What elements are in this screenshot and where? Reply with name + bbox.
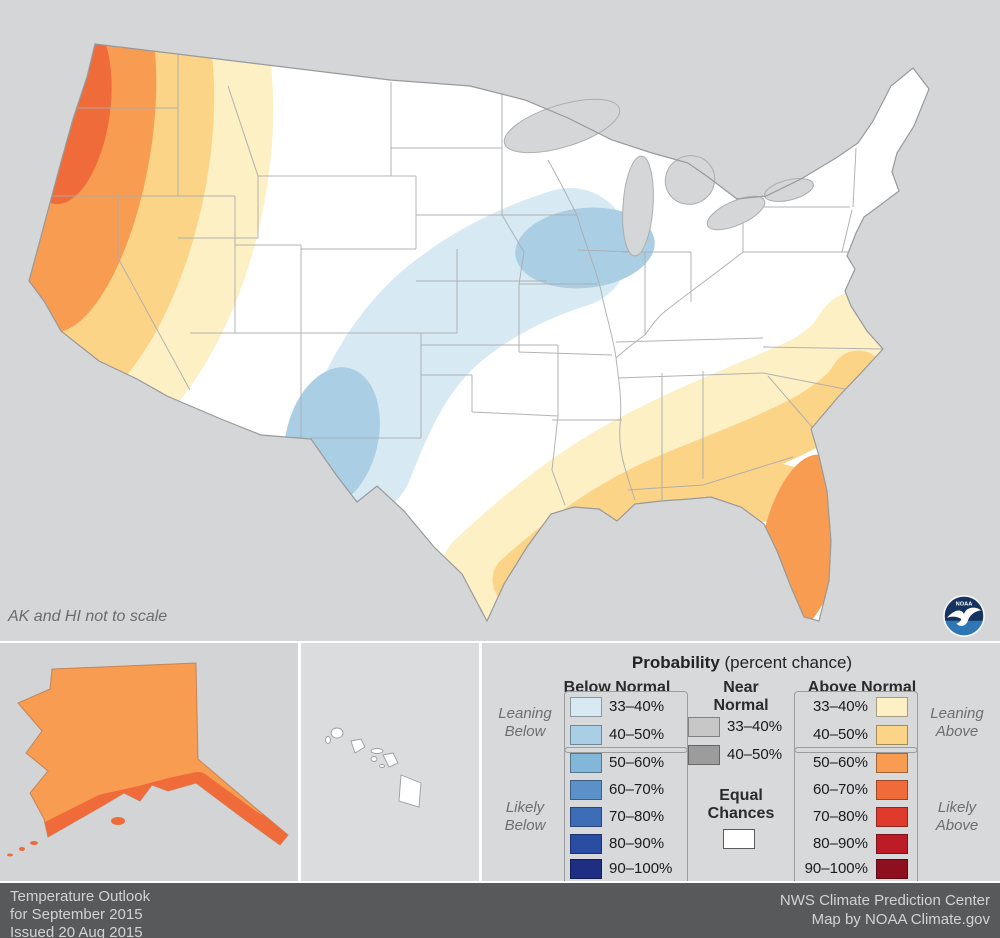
kahoolawe-island — [379, 764, 385, 768]
below-range-90-100: 90–100% — [609, 860, 673, 877]
lanai-island — [370, 756, 378, 762]
footer-issued-date: Issued 20 Aug 2015 — [10, 924, 143, 938]
footer-bar: Temperature Outlook for September 2015 I… — [0, 883, 1000, 938]
leaning-below-label: Leaning Below — [498, 705, 552, 740]
above-swatch-70-80 — [876, 807, 908, 827]
likely-above-label: Likely Above — [935, 799, 979, 834]
below-swatch-60-70 — [570, 780, 602, 800]
alaska-inset-map — [0, 643, 298, 881]
below-swatch-33-40 — [570, 697, 602, 717]
above-range-80-90: 80–90% — [812, 835, 868, 852]
above-range-90-100: 90–100% — [804, 860, 868, 877]
footer-title: Temperature Outlook — [10, 888, 151, 905]
hawaii-inset — [301, 643, 479, 881]
above-normal-header: Above Normal — [807, 679, 917, 696]
hawaii-islands-equal-chances — [325, 727, 422, 808]
noaa-logo-text: NOAA — [956, 602, 973, 608]
noaa-logo: NOAA — [943, 595, 985, 637]
kodiak-island — [111, 817, 125, 825]
us-outline — [28, 43, 930, 623]
lake-superior — [503, 98, 621, 154]
above-range-70-80: 70–80% — [812, 808, 868, 825]
oahu-island — [350, 738, 366, 754]
footer-subtitle: for September 2015 — [10, 906, 143, 923]
lake-michigan — [622, 155, 654, 257]
below-range-50-60: 50–60% — [609, 754, 665, 771]
niihau-island — [325, 736, 331, 744]
above-range-40-50: 40–50% — [812, 726, 868, 743]
below-swatch-80-90 — [570, 834, 602, 854]
below-range-80-90: 80–90% — [609, 835, 665, 852]
alaska-inset — [0, 643, 298, 881]
conus-map-panel: AK and HI not to scale NOAA — [0, 0, 1000, 641]
state-borders — [52, 55, 885, 506]
hawaii-big-island — [398, 774, 422, 808]
below-swatch-40-50 — [570, 725, 602, 745]
noaa-gull-icon — [946, 607, 982, 626]
maui-island — [382, 752, 399, 768]
below-range-70-80: 70–80% — [609, 808, 665, 825]
legend-title-bold: Probability — [631, 653, 720, 672]
above-range-60-70: 60–70% — [812, 781, 868, 798]
above-swatch-50-60 — [876, 753, 908, 773]
below-normal-header: Below Normal — [563, 679, 671, 696]
below-range-60-70: 60–70% — [609, 781, 665, 798]
near-range-40-50: 40–50% — [727, 746, 783, 763]
lake-erie — [706, 195, 766, 231]
below-swatch-50-60 — [570, 753, 602, 773]
above-swatch-60-70 — [876, 780, 908, 800]
legend-title: Probability (percent chance) — [542, 653, 942, 673]
likely-below-label: Likely Below — [504, 799, 546, 834]
legend: Probability (percent chance) Below Norma… — [482, 643, 1000, 881]
legend-title-suffix: (percent chance) — [719, 653, 853, 672]
near-normal-header: Near Normal — [713, 679, 769, 714]
aleutian-islands — [7, 817, 125, 857]
scale-note: AK and HI not to scale — [8, 608, 168, 625]
conus-map — [0, 0, 1000, 641]
molokai-island — [370, 748, 384, 754]
hawaii-inset-map — [301, 643, 479, 881]
footer-title-block: Temperature Outlook for September 2015 I… — [10, 888, 150, 938]
below-swatch-70-80 — [570, 807, 602, 827]
near-swatch-33-40 — [688, 717, 720, 737]
equal-chances-swatch — [723, 829, 755, 849]
above-swatch-80-90 — [876, 834, 908, 854]
footer-agency: NWS Climate Prediction Center — [779, 892, 990, 909]
above-swatch-40-50 — [876, 725, 908, 745]
region-below-40-50-upper-midwest — [515, 207, 655, 289]
near-swatch-40-50 — [688, 745, 720, 765]
above-range-50-60: 50–60% — [812, 754, 868, 771]
footer-credit: Map by NOAA Climate.gov — [811, 911, 990, 928]
above-swatch-33-40 — [876, 697, 908, 717]
equal-chances-label: Equal Chances — [707, 787, 775, 822]
leaning-above-label: Leaning Above — [930, 705, 984, 740]
great-lakes — [503, 98, 814, 257]
above-range-33-40: 33–40% — [812, 698, 868, 715]
near-range-33-40: 33–40% — [727, 718, 783, 735]
footer-credit-block: NWS Climate Prediction Center Map by NOA… — [780, 891, 990, 929]
below-range-33-40: 33–40% — [609, 698, 665, 715]
below-swatch-90-100 — [570, 859, 602, 879]
below-range-40-50: 40–50% — [609, 726, 665, 743]
kauai-island — [330, 727, 344, 739]
above-swatch-90-100 — [876, 859, 908, 879]
